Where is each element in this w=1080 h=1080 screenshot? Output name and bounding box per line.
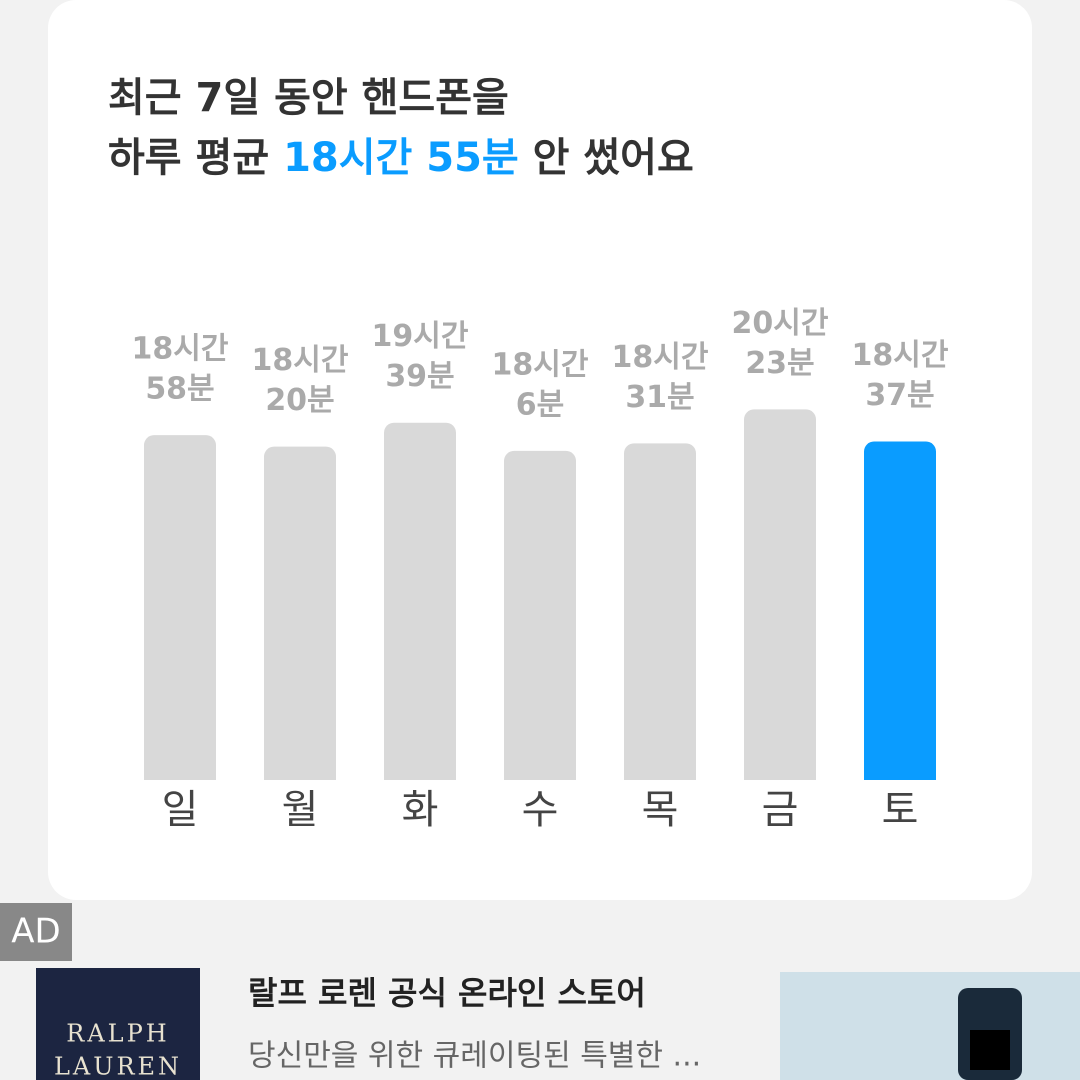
title-text: 안 썼어요: [519, 135, 694, 181]
value-label: 37분: [865, 378, 934, 413]
value-label: 23분: [745, 346, 814, 381]
x-tick-label: 수: [522, 787, 559, 833]
title-line2: 하루 평균 18시간 55분 안 썼어요: [108, 135, 694, 181]
value-label: 18시간: [492, 347, 589, 382]
title-line1: 최근 7일 동안 핸드폰을: [108, 75, 509, 121]
x-tick-label: 목: [642, 787, 679, 833]
x-tick-label: 토: [882, 787, 919, 833]
value-label: 18시간: [252, 343, 349, 378]
bar-base: [744, 768, 816, 780]
bar-base: [864, 768, 936, 780]
bar-base: [624, 768, 696, 780]
logo-line: LAUREN: [54, 1053, 182, 1080]
ad-image: [780, 972, 1080, 1080]
bar-base: [384, 768, 456, 780]
ad-badge-text: AD: [11, 912, 60, 952]
title-highlight: 18시간 55분: [283, 135, 519, 181]
value-label: 18시간: [132, 332, 229, 367]
value-label: 19시간: [372, 319, 469, 354]
logo-line: RALPH: [66, 1020, 169, 1048]
value-label: 18시간: [612, 340, 709, 375]
x-tick-label: 일: [162, 787, 199, 833]
bar: [264, 446, 336, 780]
bar: [384, 422, 456, 780]
bar-base: [144, 768, 216, 780]
value-label: 39분: [385, 359, 454, 394]
bar: [864, 441, 936, 780]
value-label: 6분: [516, 387, 564, 422]
title-text: 하루 평균: [108, 135, 283, 181]
bar-base: [264, 768, 336, 780]
bar-base: [504, 768, 576, 780]
bar: [144, 435, 216, 780]
bar: [624, 443, 696, 780]
ad-badge: [0, 903, 72, 961]
value-label: 31분: [625, 380, 694, 415]
ad-logo: [36, 968, 200, 1080]
x-tick-label: 월: [282, 787, 319, 833]
x-tick-label: 화: [402, 787, 439, 833]
value-label: 20시간: [732, 306, 829, 341]
ad-item[interactable]: RALPH LAUREN 랄프 로렌 공식 온라인 스토어 당신만을 위한 큐레…: [36, 968, 1080, 1080]
ad-description: 당신만을 위한 큐레이팅된 특별한 ...: [248, 1039, 701, 1074]
value-label: 58분: [145, 372, 214, 407]
ad-image-shirt: [970, 1030, 1010, 1070]
value-label: 18시간: [852, 338, 949, 373]
ad-title: 랄프 로렌 공식 온라인 스토어: [248, 974, 646, 1012]
bar: [744, 409, 816, 780]
x-tick-label: 금: [762, 787, 799, 833]
value-label: 20분: [265, 383, 334, 418]
bar: [504, 450, 576, 780]
